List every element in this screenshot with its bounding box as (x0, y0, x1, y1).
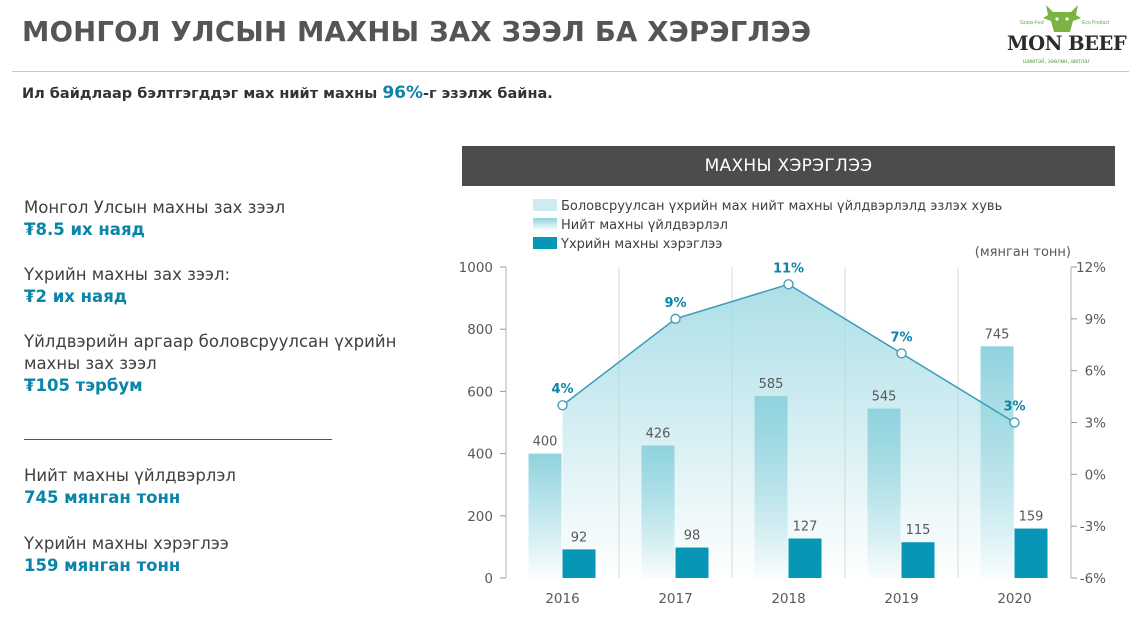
percent-label: 4% (551, 382, 573, 397)
y2-tick-label: 9% (1085, 312, 1107, 328)
percent-label: 3% (1003, 400, 1025, 415)
logo-wordmark: MON BEEF (1007, 32, 1127, 55)
chart-title: МАХНЫ ХЭРЭГЛЭЭ (462, 146, 1115, 186)
bar-production (867, 408, 901, 578)
mon-beef-logo: Grass-Fed Eco Product MON BEEF шимтэй, з… (1006, 2, 1127, 68)
bar-production-label: 545 (872, 390, 897, 405)
bar-consumption-label: 98 (684, 529, 701, 544)
y-tick-label: 0 (484, 571, 493, 587)
stat-value: ₮2 их наяд (24, 287, 128, 306)
legend-label: Боловсруулсан үхрийн мах нийт махны үйлд… (561, 199, 1002, 214)
bar-production (528, 453, 562, 578)
title-divider (12, 71, 1129, 72)
y2-tick-label: -3% (1080, 519, 1106, 535)
legend-swatch (533, 218, 557, 230)
logo-slogan: шимтэй, зөөлөн, амтлаг (1023, 59, 1090, 65)
y-tick-label: 800 (467, 322, 493, 338)
subtitle: Ил байдлаар бэлтгэгддэг мах нийт махны 9… (22, 83, 553, 103)
bar-production-label: 585 (759, 377, 784, 392)
x-tick-label: 2016 (545, 591, 579, 607)
logo-tag-right: Eco Product (1082, 20, 1110, 26)
percent-marker (896, 348, 907, 359)
stat-value: 159 мянган тонн (24, 556, 181, 575)
bar-consumption (901, 542, 935, 578)
bar-consumption-label: 127 (793, 520, 818, 535)
percent-marker (1009, 417, 1020, 428)
x-tick-label: 2020 (997, 591, 1031, 607)
legend-label: Үхрийн махны хэрэглээ (560, 237, 722, 252)
logo-tag-left: Grass-Fed (1020, 20, 1044, 26)
stat-label: Монгол Улсын махны зах зээл (24, 198, 286, 217)
legend-swatch (533, 237, 557, 249)
y2-tick-label: 3% (1085, 416, 1107, 432)
stat-value: ₮8.5 их наяд (24, 220, 145, 239)
stat-value: 745 мянган тонн (24, 488, 181, 507)
y-tick-label: 1000 (459, 260, 493, 276)
stat-label: Үйлдвэрийн аргаар боловсруулсан үхрийн м… (24, 332, 397, 373)
y-tick-label: 400 (467, 447, 493, 463)
x-tick-label: 2018 (771, 591, 805, 607)
subtitle-highlight: 96% (382, 83, 424, 103)
y2-tick-label: 6% (1085, 364, 1107, 380)
bar-production (641, 445, 675, 578)
stat-value: ₮105 тэрбум (24, 376, 143, 395)
bar-production (754, 396, 788, 578)
y2-tick-label: 0% (1085, 467, 1107, 483)
bar-consumption (788, 538, 822, 578)
stats-divider (24, 439, 332, 440)
bar-consumption (675, 547, 709, 578)
y2-tick-label: -6% (1080, 571, 1106, 587)
percent-label: 11% (773, 261, 804, 276)
bar-consumption (1014, 528, 1048, 578)
percent-marker (557, 400, 568, 411)
bar-consumption-label: 92 (571, 530, 588, 545)
stat-processed-beef-market: Үйлдвэрийн аргаар боловсруулсан үхрийн м… (24, 331, 404, 397)
bar-production-label: 745 (985, 327, 1010, 342)
bar-production-label: 400 (533, 435, 558, 450)
bar-production (980, 346, 1014, 578)
unit-label: (мянган тонн) (975, 245, 1071, 260)
stat-label: Үхрийн махны зах зээл: (24, 265, 231, 284)
bar-consumption-label: 115 (906, 523, 931, 538)
bar-production-label: 426 (646, 427, 671, 442)
stat-label: Үхрийн махны хэрэглээ (24, 534, 229, 553)
x-tick-label: 2017 (658, 591, 692, 607)
percent-marker (670, 313, 681, 324)
percent-label: 7% (890, 330, 912, 345)
percent-label: 9% (664, 296, 686, 311)
page-title: МОНГОЛ УЛСЫН МАХНЫ ЗАХ ЗЭЭЛ БА ХЭРЭГЛЭЭ (22, 16, 812, 48)
bar-consumption (562, 549, 596, 578)
x-tick-label: 2019 (884, 591, 918, 607)
bar-consumption-label: 159 (1019, 510, 1044, 525)
subtitle-prefix: Ил байдлаар бэлтгэгддэг мах нийт махны (22, 86, 383, 102)
cow-head-icon (1043, 5, 1081, 32)
legend-swatch (533, 199, 557, 211)
legend-label: Нийт махны үйлдвэрлэл (561, 218, 728, 233)
percent-marker (783, 279, 794, 290)
y-tick-label: 600 (467, 384, 493, 400)
stat-beef-consumption: Үхрийн махны хэрэглээ 159 мянган тонн (24, 533, 404, 577)
percent-area (562, 284, 1015, 578)
y-tick-label: 200 (467, 509, 493, 525)
stat-label: Нийт махны үйлдвэрлэл (24, 466, 236, 485)
stat-meat-market: Монгол Улсын махны зах зээл ₮8.5 их наяд (24, 197, 404, 241)
y2-tick-label: 12% (1076, 260, 1106, 276)
stat-beef-market: Үхрийн махны зах зээл: ₮2 их наяд (24, 264, 404, 308)
subtitle-suffix: -г эзэлж байна. (423, 86, 553, 102)
stat-meat-production: Нийт махны үйлдвэрлэл 745 мянган тонн (24, 465, 404, 509)
